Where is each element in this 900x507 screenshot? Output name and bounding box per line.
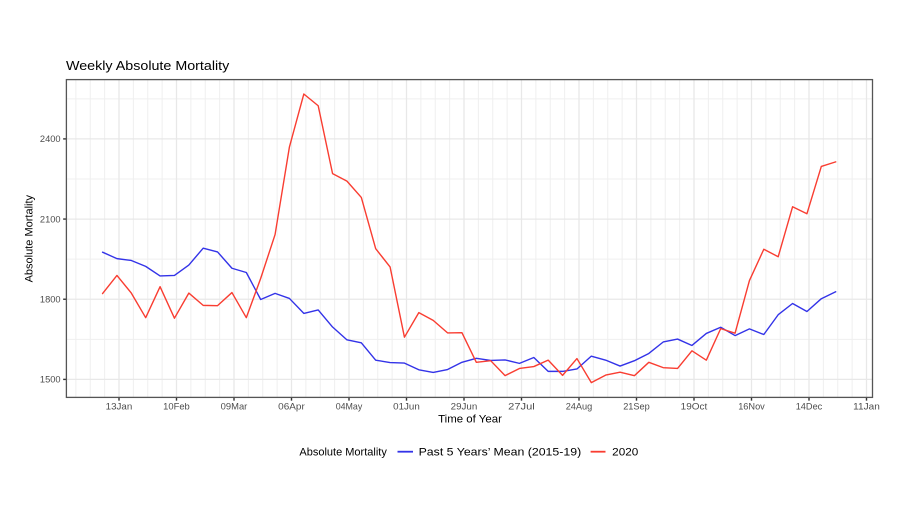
svg-text:16Nov: 16Nov [738, 402, 765, 412]
svg-text:27Jul: 27Jul [508, 402, 535, 412]
svg-text:10Feb: 10Feb [163, 402, 190, 412]
svg-text:1800: 1800 [40, 295, 61, 305]
svg-text:11Jan: 11Jan [853, 402, 880, 412]
svg-text:13Jan: 13Jan [106, 402, 133, 412]
svg-text:29Jun: 29Jun [451, 402, 478, 412]
svg-text:Weekly Absolute Mortality: Weekly Absolute Mortality [66, 58, 230, 73]
svg-text:24Aug: 24Aug [566, 402, 593, 412]
svg-text:1500: 1500 [40, 375, 61, 385]
svg-text:04May: 04May [336, 402, 363, 412]
svg-text:06Apr: 06Apr [278, 402, 305, 412]
svg-text:09Mar: 09Mar [221, 402, 248, 412]
svg-text:Past 5 Years’ Mean (2015-19): Past 5 Years’ Mean (2015-19) [419, 447, 582, 459]
svg-text:2020: 2020 [612, 447, 638, 459]
svg-text:Absolute Mortality: Absolute Mortality [299, 447, 387, 459]
svg-text:01Jun: 01Jun [393, 402, 420, 412]
svg-text:21Sep: 21Sep [623, 402, 650, 412]
svg-text:2400: 2400 [40, 134, 61, 144]
svg-text:19Oct: 19Oct [681, 402, 708, 412]
svg-text:Time of Year: Time of Year [438, 414, 502, 426]
svg-text:2100: 2100 [40, 214, 61, 224]
svg-text:Absolute Mortality: Absolute Mortality [23, 194, 35, 282]
svg-text:14Dec: 14Dec [796, 402, 823, 412]
